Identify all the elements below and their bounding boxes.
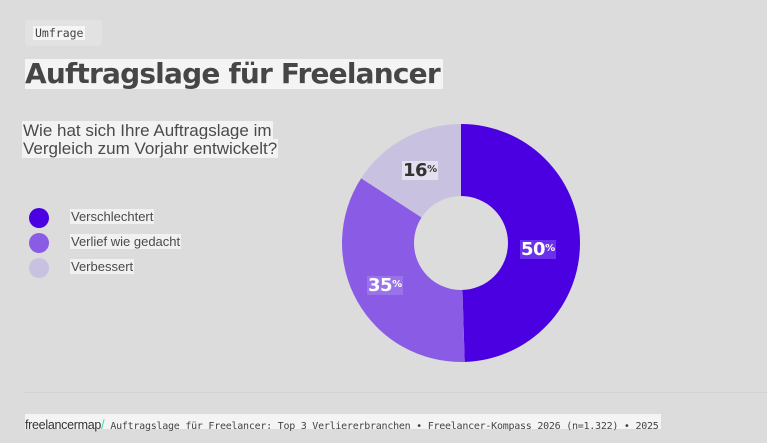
question-line-1: Wie hat sich Ihre Auftragslage im bbox=[22, 121, 273, 140]
segment-value: 50 bbox=[521, 239, 546, 260]
segment-value: 16 bbox=[403, 160, 428, 181]
survey-question: Wie hat sich Ihre Auftragslage im Vergle… bbox=[22, 121, 312, 158]
donut-hole bbox=[414, 196, 508, 290]
category-badge-container: Umfrage bbox=[25, 20, 102, 46]
percent-sign: % bbox=[392, 279, 402, 290]
legend-dot-icon bbox=[29, 208, 49, 228]
percent-sign: % bbox=[545, 243, 555, 254]
footer: freelancermap/Auftragslage für Freelance… bbox=[25, 414, 661, 432]
segment-label-verlief-wie-gedacht: 35% bbox=[367, 276, 403, 295]
logo-slash-icon: / bbox=[101, 417, 105, 432]
segment-label-verbessert: 16% bbox=[402, 161, 438, 180]
donut-segment-verlief-wie-gedacht bbox=[342, 178, 465, 362]
legend-dot-icon bbox=[29, 258, 49, 278]
legend-label: Verlief wie gedacht bbox=[70, 234, 182, 249]
logo-text: freelancermap bbox=[25, 418, 102, 432]
legend-dot-icon bbox=[29, 233, 49, 253]
segment-label-verschlechtert: 50% bbox=[520, 240, 556, 259]
footer-divider bbox=[25, 392, 767, 393]
category-badge: Umfrage bbox=[33, 26, 86, 40]
freelancermap-logo: freelancermap/ bbox=[25, 417, 105, 432]
legend-label: Verbessert bbox=[70, 259, 135, 274]
legend-label: Verschlechtert bbox=[70, 209, 155, 224]
page-title: Auftragslage für Freelancer bbox=[25, 59, 443, 89]
question-line-2: Vergleich zum Vorjahr entwickelt? bbox=[22, 139, 279, 158]
footer-source-text: Auftragslage für Freelancer: Top 3 Verli… bbox=[110, 421, 659, 432]
percent-sign: % bbox=[427, 164, 437, 175]
segment-value: 35 bbox=[368, 275, 393, 296]
